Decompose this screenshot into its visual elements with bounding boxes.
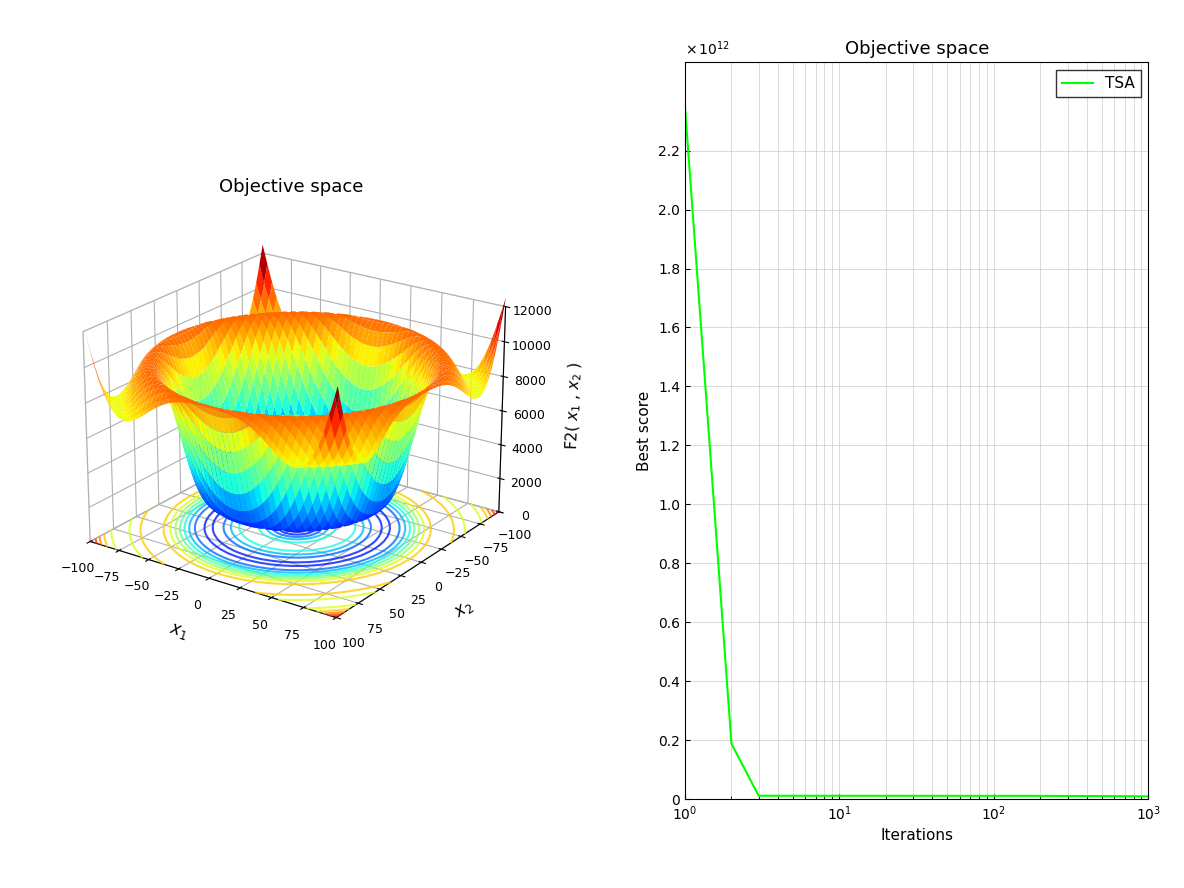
TSA — [1087, 790, 1101, 801]
X-axis label: Iterations: Iterations — [880, 829, 953, 844]
Text: $\times\,10^{12}$: $\times\,10^{12}$ — [686, 39, 731, 58]
Title: Objective space: Objective space — [219, 178, 363, 196]
Legend: TSA: TSA — [1056, 70, 1141, 97]
Y-axis label: $x_2$: $x_2$ — [451, 597, 476, 622]
TSA — [1117, 791, 1131, 802]
X-axis label: $x_1$: $x_1$ — [167, 621, 191, 643]
TSA — [1081, 790, 1095, 801]
Title: Objective space: Objective space — [844, 40, 989, 58]
Line: TSA: TSA — [686, 107, 1148, 797]
TSA — [1125, 791, 1139, 802]
Y-axis label: Best score: Best score — [637, 391, 652, 471]
TSA — [1141, 791, 1156, 802]
TSA — [1126, 791, 1140, 802]
TSA — [678, 101, 693, 112]
TSA — [989, 790, 1003, 801]
